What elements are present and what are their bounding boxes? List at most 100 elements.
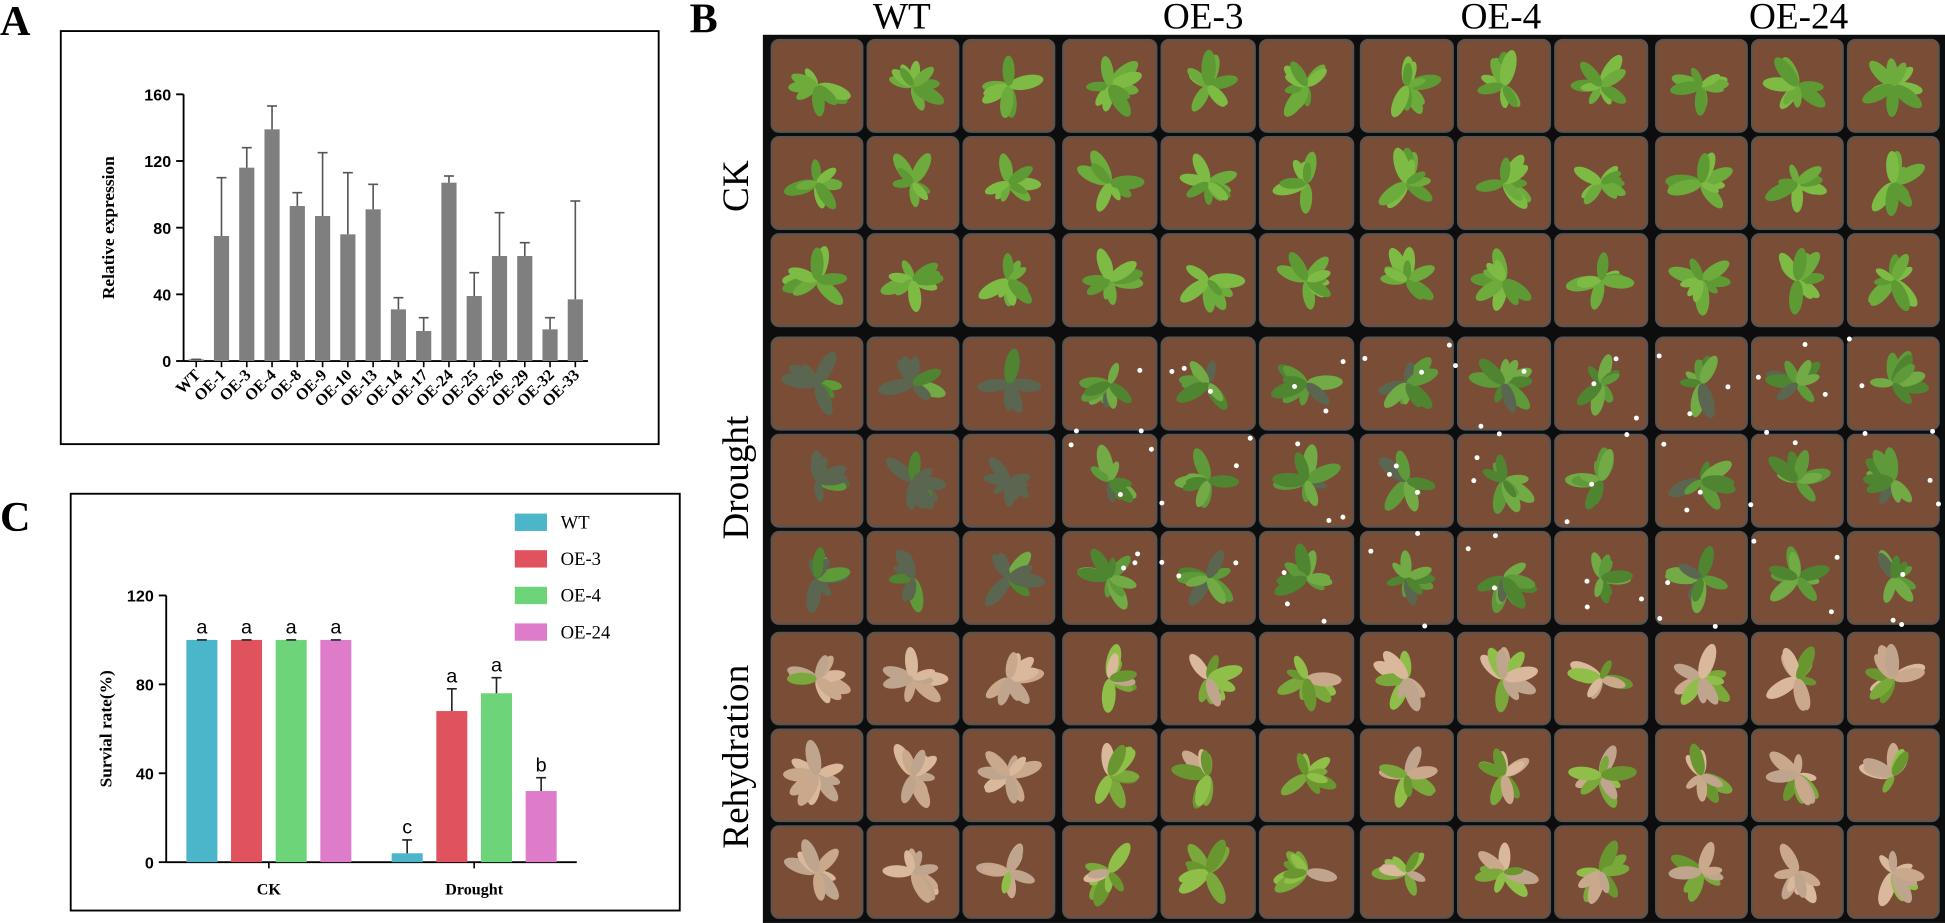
leaf <box>1107 557 1116 578</box>
leaf <box>1180 278 1209 303</box>
column-label: OE-24 <box>1749 0 1849 38</box>
leaf <box>1697 153 1710 184</box>
leaf <box>1280 774 1308 796</box>
flower <box>1419 369 1425 375</box>
leaf <box>1406 368 1439 387</box>
leaf <box>1794 450 1810 481</box>
leaf <box>1304 480 1319 507</box>
bar <box>416 331 432 362</box>
bar <box>525 791 557 863</box>
leaf <box>1891 279 1910 312</box>
bar <box>436 711 468 863</box>
flower <box>1233 560 1239 566</box>
leaf <box>1002 253 1014 281</box>
legend-swatch <box>514 550 548 568</box>
leaf <box>1302 678 1317 712</box>
y-tick-label: 120 <box>127 588 154 606</box>
leaf <box>816 85 838 106</box>
leaf <box>1494 871 1506 893</box>
flower <box>1073 428 1079 434</box>
flower <box>1624 432 1630 438</box>
y-tick-label: 0 <box>162 353 171 371</box>
leaf <box>1503 666 1538 683</box>
flower <box>1176 573 1182 579</box>
leaf <box>1598 840 1619 873</box>
leaf <box>1299 183 1313 214</box>
leaf <box>1207 279 1223 296</box>
leaf <box>1187 68 1209 87</box>
leaf <box>1271 380 1307 399</box>
flower <box>1326 518 1332 523</box>
panel-frame <box>59 30 660 446</box>
leaf <box>1008 266 1027 282</box>
flower <box>1927 477 1933 483</box>
flower <box>1890 617 1896 623</box>
leaf <box>1766 676 1798 700</box>
leaf <box>1768 456 1799 483</box>
leaf <box>1008 667 1039 682</box>
leaf <box>1384 480 1409 511</box>
leaf <box>1576 382 1602 406</box>
leaf <box>1694 85 1707 116</box>
bar <box>391 853 423 863</box>
leaf <box>1272 472 1307 487</box>
leaf <box>912 182 929 201</box>
row-label: CK <box>716 160 757 212</box>
leaf <box>912 368 942 386</box>
flower <box>1657 616 1663 622</box>
leaf <box>1391 85 1410 118</box>
leaf <box>1792 247 1807 281</box>
flower <box>1368 548 1374 554</box>
leaf <box>1405 383 1422 408</box>
leaf <box>1207 383 1224 402</box>
leaf <box>1205 871 1226 904</box>
flower <box>1802 341 1808 347</box>
leaf <box>1503 480 1517 498</box>
leaf <box>1109 71 1142 89</box>
leaf <box>1885 643 1900 679</box>
panel-label: A <box>0 0 31 45</box>
leaf <box>1293 655 1309 679</box>
leaf <box>1008 473 1031 484</box>
error-bar <box>317 151 328 217</box>
bar <box>320 639 352 863</box>
leaf <box>1573 166 1602 185</box>
leaf <box>1795 359 1812 384</box>
leaf <box>1086 81 1110 92</box>
leaf <box>1580 473 1602 484</box>
error-bar <box>536 776 547 792</box>
leaf <box>1869 60 1895 87</box>
leaf <box>1001 872 1012 894</box>
leaf <box>1206 655 1219 679</box>
leaf <box>1296 85 1309 109</box>
leaf <box>1206 577 1227 604</box>
leaf <box>1689 258 1704 281</box>
leaf <box>1286 669 1307 681</box>
leaf <box>1701 167 1733 186</box>
leaf <box>1686 774 1702 789</box>
leaf <box>1392 856 1408 873</box>
error-bar <box>519 241 530 257</box>
flower <box>1521 368 1527 374</box>
leaf <box>912 468 933 482</box>
leaf <box>1496 649 1509 679</box>
leaf <box>813 872 826 901</box>
flower <box>1284 601 1290 607</box>
error-bar <box>216 176 227 237</box>
leaf <box>1869 279 1895 306</box>
leaf <box>1886 151 1900 184</box>
leaf <box>1793 678 1808 711</box>
leaf <box>788 267 818 283</box>
leaf <box>1779 843 1800 873</box>
error-bar <box>393 296 404 310</box>
leaf <box>783 857 818 876</box>
leaf <box>1587 678 1603 698</box>
leaf <box>1701 181 1719 193</box>
column-label: WT <box>873 0 931 38</box>
bar <box>542 329 558 362</box>
leaf <box>1403 678 1421 712</box>
leaf <box>816 82 851 101</box>
leaf <box>817 273 848 286</box>
leaf <box>1290 61 1308 87</box>
